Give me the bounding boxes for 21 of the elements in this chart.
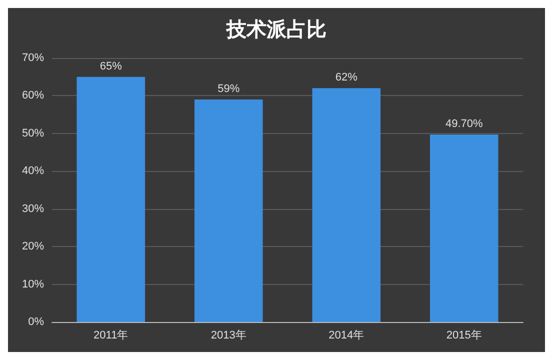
data-label: 65% <box>100 60 122 72</box>
y-tick-label: 60% <box>22 90 44 102</box>
x-tick-label: 2014年 <box>328 330 364 342</box>
data-label: 49.70% <box>445 118 483 130</box>
bar <box>76 76 146 322</box>
y-tick-label: 40% <box>22 165 44 178</box>
x-tick-label: 2015年 <box>446 330 482 342</box>
x-tick-label: 2013年 <box>210 330 246 342</box>
y-tick-label: 10% <box>22 278 44 290</box>
y-tick-label: 20% <box>22 240 44 253</box>
y-tick-label: 50% <box>22 127 44 140</box>
y-tick-label: 0% <box>28 316 44 328</box>
bar <box>194 99 263 322</box>
bar <box>312 88 381 322</box>
bar <box>430 134 498 322</box>
y-tick-label: 70% <box>22 52 44 64</box>
chart-title: 技术派占比 <box>226 17 326 41</box>
x-tick-label: 2011年 <box>94 330 128 342</box>
y-tick-label: 30% <box>22 202 44 215</box>
data-label: 62% <box>335 72 358 84</box>
data-label: 59% <box>218 82 240 95</box>
